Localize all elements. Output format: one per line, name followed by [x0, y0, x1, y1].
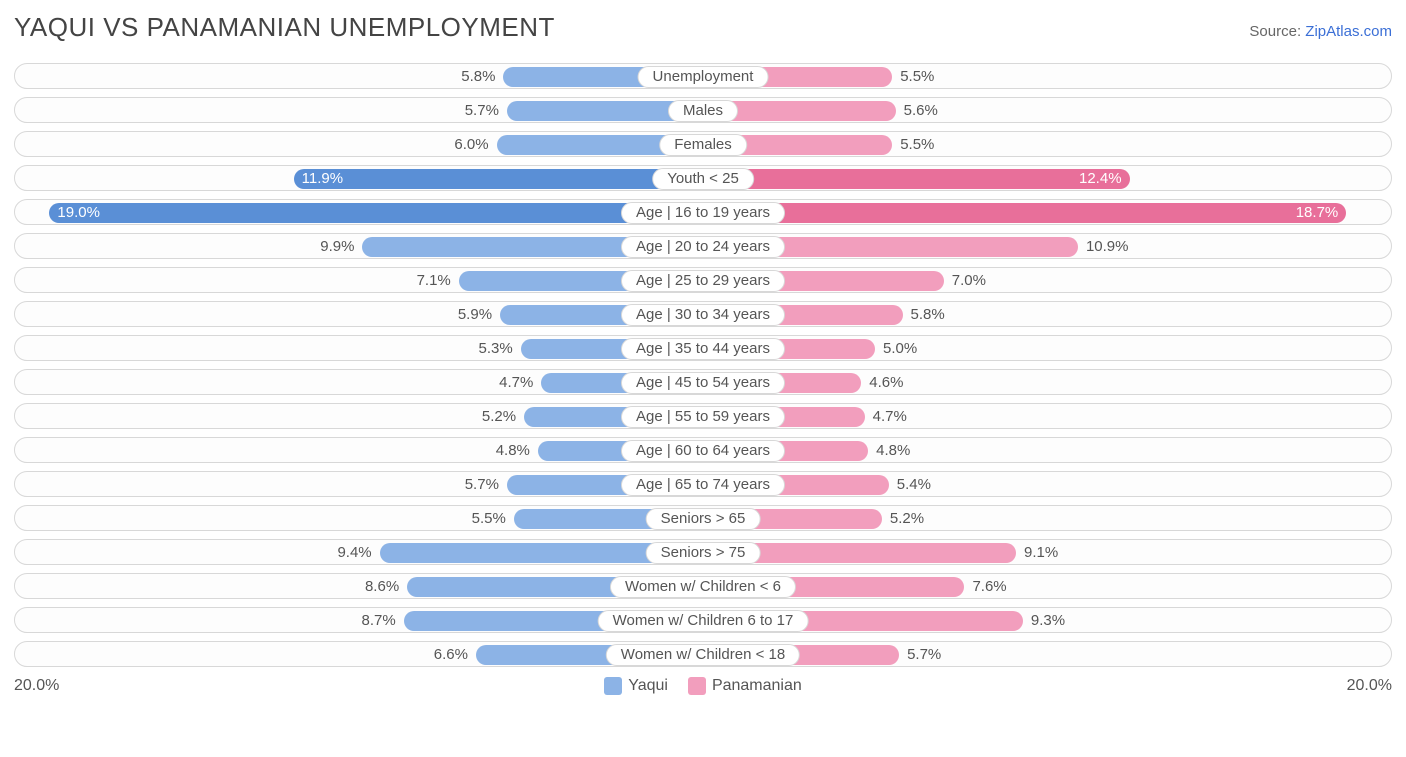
value-left: 9.4%	[337, 540, 371, 566]
chart-row: 5.3% 5.0% Age | 35 to 44 years	[14, 335, 1392, 361]
source-attribution: Source: ZipAtlas.com	[1249, 23, 1392, 40]
category-pill: Unemployment	[638, 66, 769, 88]
chart-row: 8.7% 9.3% Women w/ Children 6 to 17	[14, 607, 1392, 633]
axis-right-max: 20.0%	[1347, 677, 1392, 695]
chart-row: 11.9%12.4%Youth < 25	[14, 165, 1392, 191]
axis-left-max: 20.0%	[14, 677, 59, 695]
value-left: 4.8%	[496, 438, 530, 464]
value-right: 7.0%	[952, 268, 986, 294]
value-left: 5.9%	[458, 302, 492, 328]
value-right: 5.8%	[911, 302, 945, 328]
category-pill: Seniors > 75	[646, 542, 761, 564]
chart-row: 9.9% 10.9% Age | 20 to 24 years	[14, 233, 1392, 259]
value-left: 9.9%	[320, 234, 354, 260]
value-right: 5.7%	[907, 642, 941, 668]
chart-row: 5.2% 4.7% Age | 55 to 59 years	[14, 403, 1392, 429]
legend-label-right: Panamanian	[712, 677, 802, 695]
value-right: 4.7%	[873, 404, 907, 430]
chart-row: 5.7% 5.4% Age | 65 to 74 years	[14, 471, 1392, 497]
legend-swatch-right	[688, 677, 706, 695]
chart-row: 6.0% 5.5% Females	[14, 131, 1392, 157]
value-right: 5.2%	[890, 506, 924, 532]
value-right: 5.0%	[883, 336, 917, 362]
source-prefix: Source:	[1249, 23, 1305, 40]
chart-row: 5.5% 5.2% Seniors > 65	[14, 505, 1392, 531]
value-right: 5.6%	[904, 98, 938, 124]
value-right: 9.1%	[1024, 540, 1058, 566]
category-pill: Males	[668, 100, 738, 122]
value-right: 4.8%	[876, 438, 910, 464]
value-right: 7.6%	[972, 574, 1006, 600]
value-left: 5.8%	[461, 64, 495, 90]
value-left: 5.3%	[478, 336, 512, 362]
category-pill: Age | 20 to 24 years	[621, 236, 785, 258]
legend-swatch-left	[604, 677, 622, 695]
chart-row: 6.6% 5.7% Women w/ Children < 18	[14, 641, 1392, 667]
chart-title: YAQUI VS PANAMANIAN UNEMPLOYMENT	[14, 12, 555, 43]
value-right: 5.5%	[900, 132, 934, 158]
category-pill: Females	[659, 134, 747, 156]
category-pill: Youth < 25	[652, 168, 754, 190]
value-left: 6.0%	[454, 132, 488, 158]
category-pill: Age | 30 to 34 years	[621, 304, 785, 326]
category-pill: Women w/ Children < 18	[606, 644, 800, 666]
category-pill: Women w/ Children < 6	[610, 576, 796, 598]
chart-row: 7.1% 7.0% Age | 25 to 29 years	[14, 267, 1392, 293]
category-pill: Age | 16 to 19 years	[621, 202, 785, 224]
category-pill: Age | 45 to 54 years	[621, 372, 785, 394]
category-pill: Age | 60 to 64 years	[621, 440, 785, 462]
category-pill: Women w/ Children 6 to 17	[598, 610, 809, 632]
value-right: 4.6%	[869, 370, 903, 396]
legend-item-left: Yaqui	[604, 677, 668, 695]
legend: Yaqui Panamanian	[604, 677, 802, 695]
category-pill: Age | 65 to 74 years	[621, 474, 785, 496]
category-pill: Age | 25 to 29 years	[621, 270, 785, 292]
chart-row: 5.7% 5.6% Males	[14, 97, 1392, 123]
value-left: 8.6%	[365, 574, 399, 600]
value-left: 7.1%	[417, 268, 451, 294]
category-pill: Age | 35 to 44 years	[621, 338, 785, 360]
value-left: 4.7%	[499, 370, 533, 396]
chart-rows: 5.8% 5.5% Unemployment 5.7% 5.6% Males 6.0% 5.5…	[14, 63, 1392, 667]
value-left: 5.5%	[472, 506, 506, 532]
value-left: 11.9%	[294, 166, 703, 192]
chart-row: 8.6% 7.6% Women w/ Children < 6	[14, 573, 1392, 599]
legend-item-right: Panamanian	[688, 677, 802, 695]
chart-row: 5.8% 5.5% Unemployment	[14, 63, 1392, 89]
value-right: 12.4%	[703, 166, 1130, 192]
chart-row: 4.8% 4.8% Age | 60 to 64 years	[14, 437, 1392, 463]
value-left: 19.0%	[49, 200, 703, 226]
category-pill: Seniors > 65	[646, 508, 761, 530]
chart-row: 4.7% 4.6% Age | 45 to 54 years	[14, 369, 1392, 395]
value-right: 18.7%	[703, 200, 1346, 226]
value-right: 5.4%	[897, 472, 931, 498]
chart-row: 5.9% 5.8% Age | 30 to 34 years	[14, 301, 1392, 327]
value-right: 10.9%	[1086, 234, 1129, 260]
category-pill: Age | 55 to 59 years	[621, 406, 785, 428]
legend-label-left: Yaqui	[628, 677, 668, 695]
value-right: 5.5%	[900, 64, 934, 90]
chart-row: 19.0%18.7%Age | 16 to 19 years	[14, 199, 1392, 225]
chart-row: 9.4% 9.1% Seniors > 75	[14, 539, 1392, 565]
value-right: 9.3%	[1031, 608, 1065, 634]
source-link[interactable]: ZipAtlas.com	[1305, 23, 1392, 40]
value-left: 6.6%	[434, 642, 468, 668]
value-left: 5.7%	[465, 98, 499, 124]
value-left: 8.7%	[362, 608, 396, 634]
value-left: 5.2%	[482, 404, 516, 430]
value-left: 5.7%	[465, 472, 499, 498]
